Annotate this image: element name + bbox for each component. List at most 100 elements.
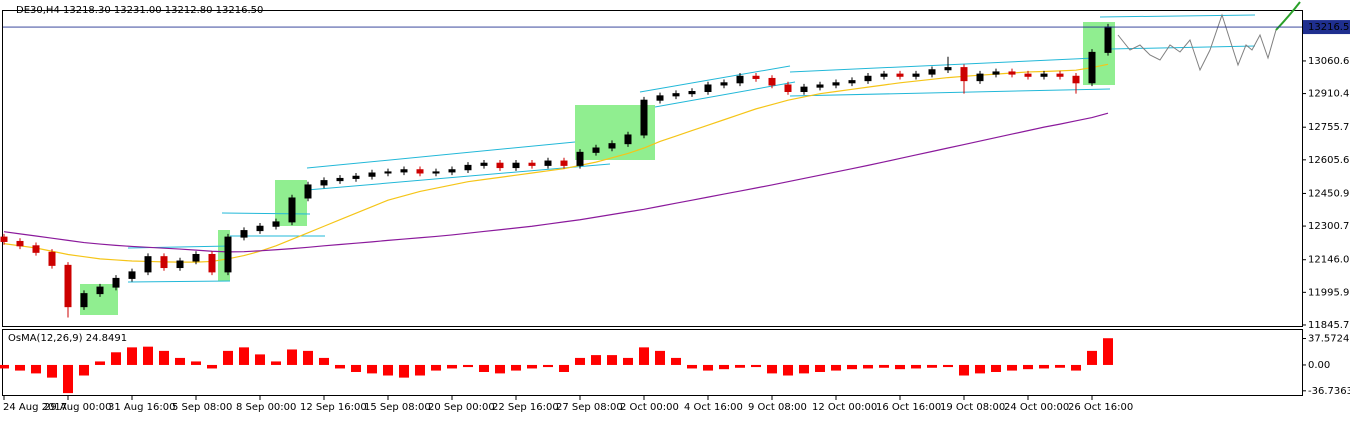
osma-bar: [495, 364, 505, 374]
candle-body: [1056, 73, 1064, 77]
candle-body: [672, 93, 680, 97]
y-tick-label: 12146.00: [1308, 255, 1350, 266]
candle-body: [784, 84, 792, 92]
osma-bar: [815, 364, 825, 372]
osma-bar: [383, 364, 393, 376]
osma-bar: [1071, 364, 1081, 371]
candle-body: [16, 240, 24, 247]
osma-bar: [335, 364, 345, 369]
candle-body: [1104, 26, 1112, 53]
osma-bar: [127, 347, 137, 365]
candle-body: [1024, 73, 1032, 77]
osma-bar: [63, 364, 73, 394]
osma-bar: [927, 364, 937, 368]
osma-bar: [1007, 364, 1017, 371]
osma-bar: [527, 364, 537, 369]
candle-body: [976, 73, 984, 82]
osma-bar: [31, 364, 41, 374]
candle-body: [208, 253, 216, 273]
candle-body: [240, 230, 248, 238]
osma-bar: [303, 350, 313, 365]
x-tick-label: 12 Oct 00:00: [812, 402, 877, 413]
candle-body: [1072, 75, 1080, 84]
osma-bar: [959, 364, 969, 376]
current-price-tag: [1303, 20, 1350, 35]
candle-body: [144, 256, 152, 273]
candle-body: [400, 169, 408, 173]
osma-bar: [639, 347, 649, 365]
candle-body: [768, 77, 776, 86]
x-tick-label: 27 Sep 08:00: [556, 402, 623, 413]
y-tick-label: 12605.60: [1308, 155, 1350, 166]
osma-bar: [1103, 338, 1113, 365]
candle-body: [880, 73, 888, 77]
candle-body: [816, 84, 824, 88]
candle-body: [256, 225, 264, 232]
osma-bar: [911, 364, 921, 369]
osma-bar: [95, 361, 105, 365]
osma-bar: [447, 364, 457, 369]
forecast-line: [1117, 13, 1277, 72]
candle-body: [1088, 51, 1096, 84]
candle-body: [1008, 71, 1016, 75]
candle-body: [480, 162, 488, 166]
osma-bar: [879, 364, 889, 368]
candle-body: [32, 245, 40, 253]
osma-panel: [2, 329, 1303, 396]
candle-body: [960, 67, 968, 82]
candle-body: [464, 164, 472, 171]
y-tick-label: 12450.90: [1308, 188, 1350, 199]
candle-body: [368, 172, 376, 177]
osma-bar: [255, 354, 265, 365]
osma-bar: [655, 350, 665, 365]
candle-body: [176, 260, 184, 269]
candle-body: [1040, 73, 1048, 77]
osma-bar: [111, 352, 121, 365]
osma-bar: [543, 364, 553, 368]
osma-bar: [367, 364, 377, 374]
x-tick-label: 15 Sep 08:00: [364, 402, 431, 413]
candle-body: [496, 162, 504, 169]
x-tick-label: 12 Sep 16:00: [300, 402, 367, 413]
osma-bar: [239, 347, 249, 365]
y-tick-label: 12755.70: [1308, 122, 1350, 133]
candle-body: [624, 134, 632, 145]
osma-bar: [735, 364, 745, 368]
osma-bar: [943, 364, 953, 368]
osma-bar: [783, 364, 793, 376]
osma-bar: [143, 346, 153, 365]
osma-bar: [831, 364, 841, 371]
x-tick-label: 4 Oct 16:00: [684, 402, 743, 413]
candle-body: [160, 256, 168, 269]
osma-bar: [575, 357, 585, 365]
osma-bar: [687, 364, 697, 369]
candle-body: [848, 80, 856, 84]
x-tick-label: 26 Oct 16:00: [1068, 402, 1133, 413]
candle-body: [352, 175, 360, 179]
osma-bar: [159, 350, 169, 365]
osma-bar: [863, 364, 873, 369]
x-tick-label: 31 Aug 16:00: [108, 402, 175, 413]
osma-bar: [351, 364, 361, 372]
osma-bar: [175, 357, 185, 365]
osma-bar: [79, 364, 89, 376]
candle-body: [0, 236, 8, 242]
candle-body: [320, 180, 328, 186]
x-tick-label: 29 Aug 00:00: [44, 402, 111, 413]
candle-body: [224, 236, 232, 273]
candle-body: [512, 162, 520, 169]
candle-body: [96, 286, 104, 295]
osma-bar: [319, 357, 329, 365]
osma-bar: [191, 361, 201, 365]
candle-body: [384, 171, 392, 174]
candle-body: [800, 86, 808, 92]
y-tick-label: 12300.75: [1308, 221, 1350, 232]
candle-body: [832, 82, 840, 86]
osma-bar: [415, 364, 425, 376]
osma-bar: [559, 364, 569, 372]
osma-bar: [223, 350, 233, 365]
osma-bar: [271, 361, 281, 365]
y-tick-label: 37.5724: [1308, 334, 1349, 345]
moving-average: [3, 63, 1109, 263]
candle-body: [272, 221, 280, 227]
